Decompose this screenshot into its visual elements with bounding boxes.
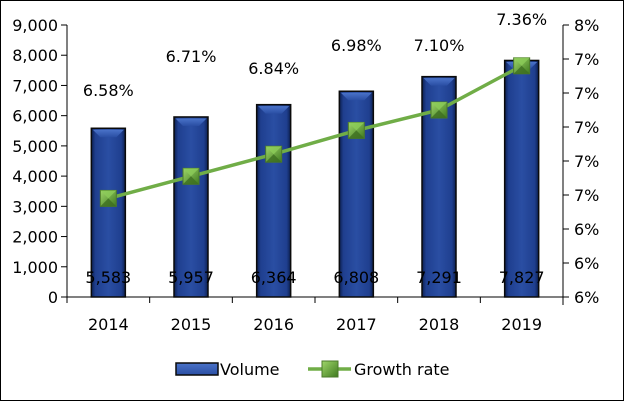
growth-data-label: 6.58% bbox=[83, 81, 134, 100]
growth-rate-marker bbox=[99, 189, 117, 207]
volume-bar-body bbox=[90, 127, 127, 298]
volume-bar-bevel bbox=[423, 78, 455, 86]
left-axis-tick-label: 9,000 bbox=[12, 16, 58, 35]
marker-facet bbox=[183, 168, 199, 177]
marker-facet bbox=[183, 176, 199, 185]
left-axis-tick-label: 5,000 bbox=[12, 137, 58, 156]
x-axis-tick-label: 2018 bbox=[419, 315, 460, 334]
x-axis-tick-label: 2016 bbox=[253, 315, 294, 334]
x-axis-tick-label: 2019 bbox=[501, 315, 542, 334]
right-axis-tick-label: 6% bbox=[574, 288, 599, 307]
left-axis-tick-label: 1,000 bbox=[12, 258, 58, 277]
growth-data-labels: 6.58% 6.71% 6.84% 6.98% 7.10% 7.36% bbox=[83, 10, 547, 100]
x-axis-tick-label: 2014 bbox=[88, 315, 129, 334]
right-axis-tick-label: 7% bbox=[574, 50, 599, 69]
marker-facet bbox=[431, 102, 447, 110]
left-axis-tick-label: 0 bbox=[48, 288, 58, 307]
right-axis-tick-label: 7% bbox=[574, 84, 599, 103]
right-axis-tick-label: 6% bbox=[574, 254, 599, 273]
left-axis-tick-label: 8,000 bbox=[12, 46, 58, 65]
marker-facet bbox=[348, 130, 365, 139]
legend-volume-label: Volume bbox=[220, 360, 280, 379]
marker-facet bbox=[265, 154, 282, 163]
growth-rate-line bbox=[107, 64, 523, 201]
growth-data-label: 6.98% bbox=[331, 36, 382, 55]
volume-bar bbox=[173, 116, 209, 298]
growth-data-label: 7.36% bbox=[496, 10, 547, 29]
volume-bar-bevel bbox=[258, 106, 290, 114]
right-axis-tick-label: 8% bbox=[574, 16, 599, 35]
growth-data-label: 6.84% bbox=[248, 59, 299, 78]
volume-bar bbox=[90, 127, 127, 298]
axes: 0 1,000 2,000 3,000 4,000 5,000 6,000 7,000 8,00… bbox=[12, 16, 599, 334]
marker-facet bbox=[513, 65, 530, 74]
volume-bar bbox=[255, 103, 292, 298]
growth-rate-marker bbox=[265, 145, 283, 163]
marker-facet bbox=[100, 190, 117, 199]
volume-data-label: 7,827 bbox=[499, 268, 545, 287]
bar-data-labels: 5,583 5,957 6,364 6,808 7,291 7,827 bbox=[85, 268, 544, 287]
right-axis-tick-label: 7% bbox=[574, 118, 599, 137]
bars bbox=[90, 59, 540, 298]
legend-growth-label: Growth rate bbox=[354, 360, 450, 379]
legend-item-volume: Volume bbox=[175, 360, 280, 379]
growth-rate-marker bbox=[430, 101, 448, 119]
x-axis-tick-label: 2017 bbox=[336, 315, 377, 334]
growth-rate-marker bbox=[347, 121, 365, 139]
growth-rate-marker bbox=[182, 167, 200, 185]
volume-bar-bevel bbox=[340, 92, 372, 101]
legend: Volume Growth rate bbox=[175, 360, 450, 379]
legend-item-growth-rate: Growth rate bbox=[308, 360, 450, 379]
legend-growth-marker bbox=[321, 360, 339, 378]
left-axis-tick-label: 2,000 bbox=[12, 228, 58, 247]
left-axis-tick-label: 3,000 bbox=[12, 197, 58, 216]
legend-volume-swatch bbox=[175, 362, 219, 376]
volume-data-label: 7,291 bbox=[416, 268, 462, 287]
marker-facet bbox=[513, 57, 530, 66]
volume-bar-body bbox=[255, 103, 292, 298]
left-axis-tick-label: 6,000 bbox=[12, 107, 58, 126]
right-axis-tick-label: 7% bbox=[574, 186, 599, 205]
growth-data-label: 7.10% bbox=[414, 36, 465, 55]
x-axis-tick-label: 2015 bbox=[171, 315, 212, 334]
volume-bar-bevel bbox=[92, 129, 124, 138]
volume-data-label: 5,583 bbox=[85, 268, 131, 287]
growth-data-label: 6.71% bbox=[166, 47, 217, 66]
volume-data-label: 6,364 bbox=[251, 268, 297, 287]
right-axis-tick-label: 7% bbox=[574, 152, 599, 171]
volume-bar bbox=[338, 90, 375, 298]
left-axis-tick-label: 4,000 bbox=[12, 167, 58, 186]
volume-bar-body bbox=[503, 59, 540, 298]
volume-bar-bevel bbox=[175, 118, 207, 126]
volume-data-label: 6,808 bbox=[333, 268, 379, 287]
volume-bar bbox=[503, 59, 540, 298]
volume-data-label: 5,957 bbox=[168, 268, 214, 287]
marker-facet bbox=[265, 146, 282, 155]
marker-facet bbox=[100, 198, 117, 207]
marker-facet bbox=[431, 110, 447, 118]
growth-rate-marker bbox=[513, 57, 531, 75]
right-axis-tick-label: 6% bbox=[574, 220, 599, 239]
volume-bar-body bbox=[173, 116, 209, 298]
marker-facet bbox=[348, 122, 365, 131]
left-axis-tick-label: 7,000 bbox=[12, 76, 58, 95]
growth-line bbox=[99, 57, 531, 207]
